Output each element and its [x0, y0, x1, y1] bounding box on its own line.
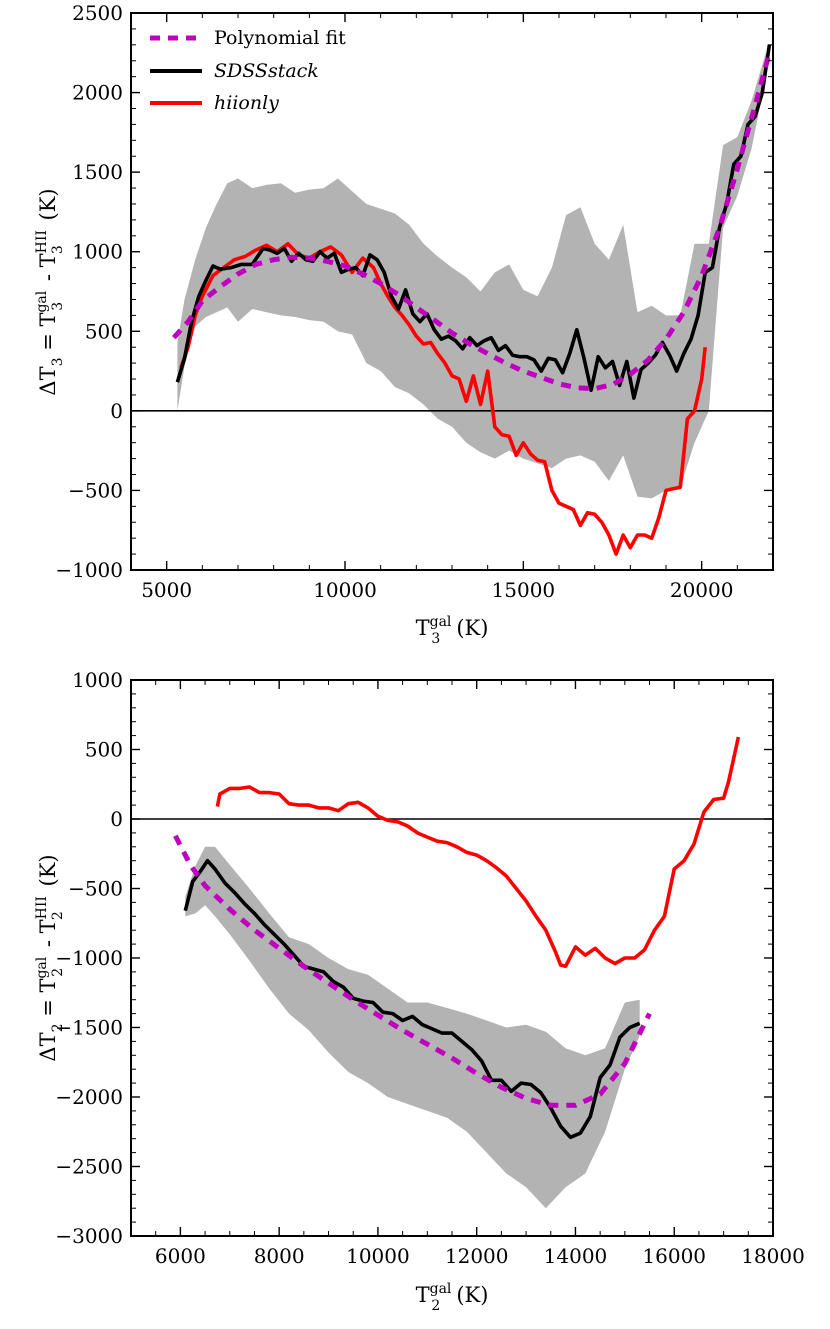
- top-y-tick-label: 2000: [72, 81, 123, 105]
- legend-label-polynomial-fit: Polynomial fit: [214, 27, 346, 49]
- top-y-tick-label: −1000: [55, 558, 123, 582]
- bottom-scatter-band-layer: [185, 846, 640, 1209]
- top-y-tick-label: 1000: [72, 240, 123, 264]
- top-y-tick-label: 1500: [72, 160, 123, 184]
- bottom-chart: 6000 8000 10000 12000 14000 16000 18000−3000−2…: [34, 668, 805, 1314]
- bottom-x-axis-label: Tgal 2 (K): [416, 1281, 489, 1314]
- top-series-sdssstack: [175, 44, 772, 400]
- bot-series-polynomial-fit: [173, 834, 652, 1108]
- bottom-y-axis-label: ΔT2 = Tgal2 - THII2 (K): [34, 854, 66, 1061]
- bot-series-hiionly: [215, 736, 741, 969]
- bot-y-tick-label: −500: [68, 877, 123, 901]
- bot-y-tick-label: 0: [110, 807, 123, 831]
- bot-x-tick-label: 6000: [155, 1244, 206, 1268]
- bot-x-tick-label: 16000: [642, 1244, 706, 1268]
- top-scatter-band-layer: [177, 52, 766, 499]
- bot-y-tick-label: −1500: [55, 1016, 123, 1040]
- bot-y-tick-label: 500: [85, 738, 123, 762]
- bot-y-tick-label: −2000: [55, 1085, 123, 1109]
- top-plot-frame: [130, 12, 774, 571]
- bottom-plot-frame: [130, 679, 774, 1237]
- bot-y-tick-label: −3000: [55, 1224, 123, 1248]
- top-y-axis-label: ΔT3 = Tgal3 - THII3 (K): [34, 188, 66, 395]
- bot-scatter-band: [185, 846, 640, 1209]
- top-y-tick-label: 2500: [72, 1, 123, 25]
- bot-y-tick-label: −1000: [55, 946, 123, 970]
- bot-x-tick-label: 14000: [544, 1244, 608, 1268]
- bot-x-tick-label: 8000: [254, 1244, 305, 1268]
- bot-x-tick-label: 12000: [445, 1244, 509, 1268]
- top-series-hiionly: [179, 242, 707, 556]
- top-series-layer: [171, 44, 772, 556]
- top-x-tick-label: 5000: [141, 578, 192, 602]
- top-series-polynomial-fit: [171, 52, 772, 392]
- top-ticks: 5000 10000 15000 20000 −1000 −500 0 500 1000 1500…: [55, 1, 774, 602]
- legend-label-sdssstack: SDSSstack: [214, 60, 319, 82]
- top-y-tick-label: −500: [68, 478, 123, 502]
- bottom-ticks: 6000 8000 10000 12000 14000 16000 18000−3000−2…: [55, 668, 804, 1268]
- legend-label-hiionly: hiionly: [214, 92, 279, 114]
- top-x-tick-label: 15000: [492, 578, 556, 602]
- top-x-tick-label: 10000: [313, 578, 377, 602]
- bot-y-tick-label: 1000: [72, 668, 123, 692]
- top-chart: 5000 10000 15000 20000 −1000 −500 0 500 1000 1500…: [34, 1, 774, 647]
- top-y-tick-label: 0: [110, 399, 123, 423]
- top-x-axis-label: Tgal 3 (K): [416, 614, 489, 647]
- bot-x-tick-label: 10000: [346, 1244, 410, 1268]
- bot-series-sdssstack: [183, 858, 641, 1140]
- legend: Polynomial fit SDSSstack hiionly: [150, 27, 346, 114]
- top-scatter-band: [177, 52, 766, 499]
- bot-y-tick-label: −2500: [55, 1155, 123, 1179]
- top-x-tick-label: 20000: [670, 578, 734, 602]
- bottom-series-layer: [173, 736, 741, 1140]
- bot-x-tick-label: 18000: [741, 1244, 805, 1268]
- top-y-tick-label: 500: [85, 319, 123, 343]
